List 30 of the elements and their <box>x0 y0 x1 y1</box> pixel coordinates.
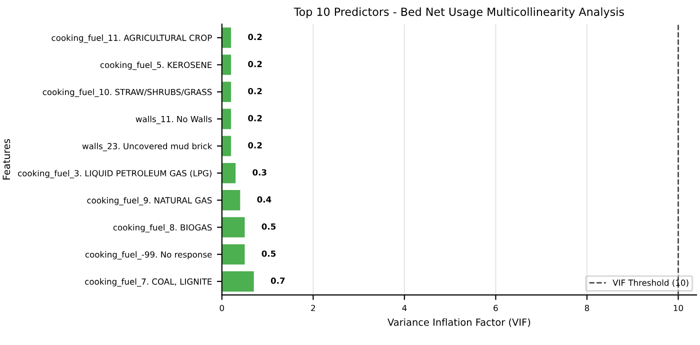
data-label: 0.5 <box>262 223 276 230</box>
data-label: 0.2 <box>248 60 262 68</box>
x-tick-label: 8 <box>584 304 590 312</box>
x-tick-label: 4 <box>402 304 407 312</box>
y-tick-label: cooking_fuel_9. NATURAL GAS <box>87 197 212 206</box>
y-axis-title: Features <box>2 139 10 180</box>
x-axis-title: Variance Inflation Factor (VIF) <box>388 318 530 327</box>
x-tick-label: 10 <box>674 304 683 312</box>
data-label: 0.2 <box>248 142 262 148</box>
y-tick-label: cooking_fuel_5. KEROSENE <box>100 62 212 70</box>
y-tick-label: cooking_fuel_11. AGRICULTURAL CROP <box>52 34 212 43</box>
data-label: 0.2 <box>248 88 262 94</box>
data-label: 0.5 <box>262 250 276 257</box>
y-tick-label: cooking_fuel_7. COAL, LIGNITE <box>85 278 212 287</box>
y-tick-label: walls_11. No Walls <box>136 116 212 124</box>
y-tick-label: walls_23. Uncovered mud brick <box>82 142 212 152</box>
x-tick-label: 0 <box>220 304 224 312</box>
y-tick-label: cooking_fuel_3. LIQUID PETROLEUM GAS (LPG) <box>18 170 212 178</box>
x-tick-label: 6 <box>494 304 498 312</box>
y-tick-label: cooking_fuel_-99. No response <box>85 251 212 260</box>
data-label: 0.2 <box>248 34 262 40</box>
data-label: 0.7 <box>270 278 285 284</box>
ref-line-label: VIF Threshold (10) <box>612 279 688 287</box>
y-tick-label: cooking_fuel_8. BIOGAS <box>113 224 212 232</box>
data-label: 0.3 <box>252 169 266 176</box>
chart-title: Top 10 Predictors - Bed Net Usage Multicollinearity Analysis <box>294 7 624 18</box>
data-label: 0.2 <box>248 115 262 122</box>
x-tick-label: 2 <box>311 304 315 312</box>
data-label: 0.4 <box>257 196 272 203</box>
y-tick-label: cooking_fuel_10. STRAW/SHRUBS/GRASS <box>42 88 212 97</box>
